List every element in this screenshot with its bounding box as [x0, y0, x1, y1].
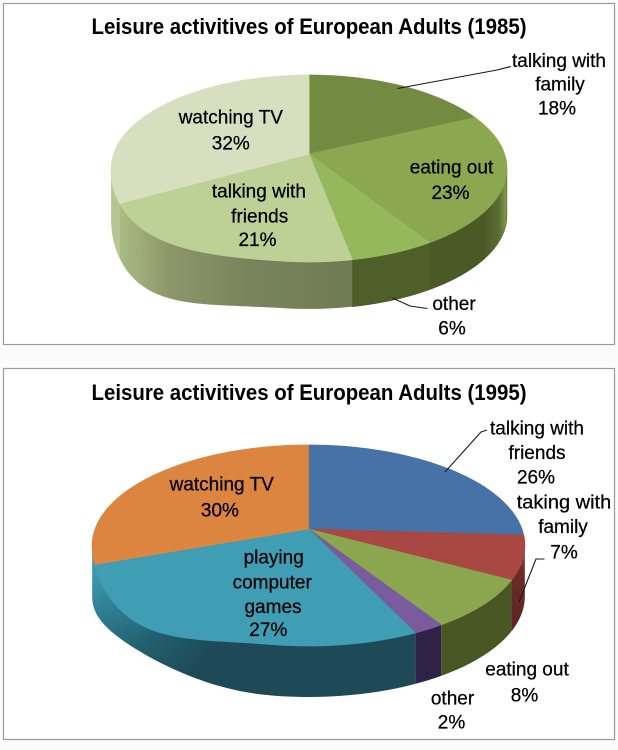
svg-text:watching TV: watching TV [178, 108, 284, 129]
svg-text:computer: computer [233, 573, 313, 594]
svg-text:playing: playing [244, 548, 304, 569]
svg-text:other: other [432, 294, 476, 315]
svg-text:26%: 26% [517, 467, 555, 488]
svg-text:friends: friends [231, 207, 288, 228]
svg-text:family: family [535, 75, 585, 96]
svg-text:30%: 30% [201, 501, 239, 522]
svg-text:games: games [244, 597, 301, 618]
svg-text:23%: 23% [431, 183, 469, 204]
svg-text:other: other [431, 689, 475, 710]
svg-text:eating out: eating out [410, 158, 494, 179]
svg-text:Leisure activitives of Europea: Leisure activitives of European Adults (… [92, 380, 527, 405]
svg-text:2%: 2% [438, 713, 466, 734]
svg-text:talking with: talking with [212, 182, 306, 203]
svg-text:18%: 18% [538, 99, 576, 120]
svg-text:watching TV: watching TV [169, 475, 275, 496]
svg-text:Leisure activitives of Europea: Leisure activitives of European Adults (… [92, 14, 527, 39]
svg-text:eating out: eating out [485, 659, 569, 680]
svg-text:27%: 27% [249, 620, 287, 641]
svg-text:family: family [538, 517, 588, 538]
svg-text:21%: 21% [238, 230, 276, 251]
svg-text:6%: 6% [438, 319, 466, 340]
svg-text:talking with: talking with [512, 51, 606, 72]
svg-text:8%: 8% [511, 686, 539, 707]
svg-text:7%: 7% [550, 543, 578, 564]
svg-text:taking with: taking with [517, 493, 612, 514]
svg-text:friends: friends [508, 443, 565, 464]
svg-text:32%: 32% [212, 134, 250, 155]
svg-text:talking with: talking with [490, 418, 584, 439]
